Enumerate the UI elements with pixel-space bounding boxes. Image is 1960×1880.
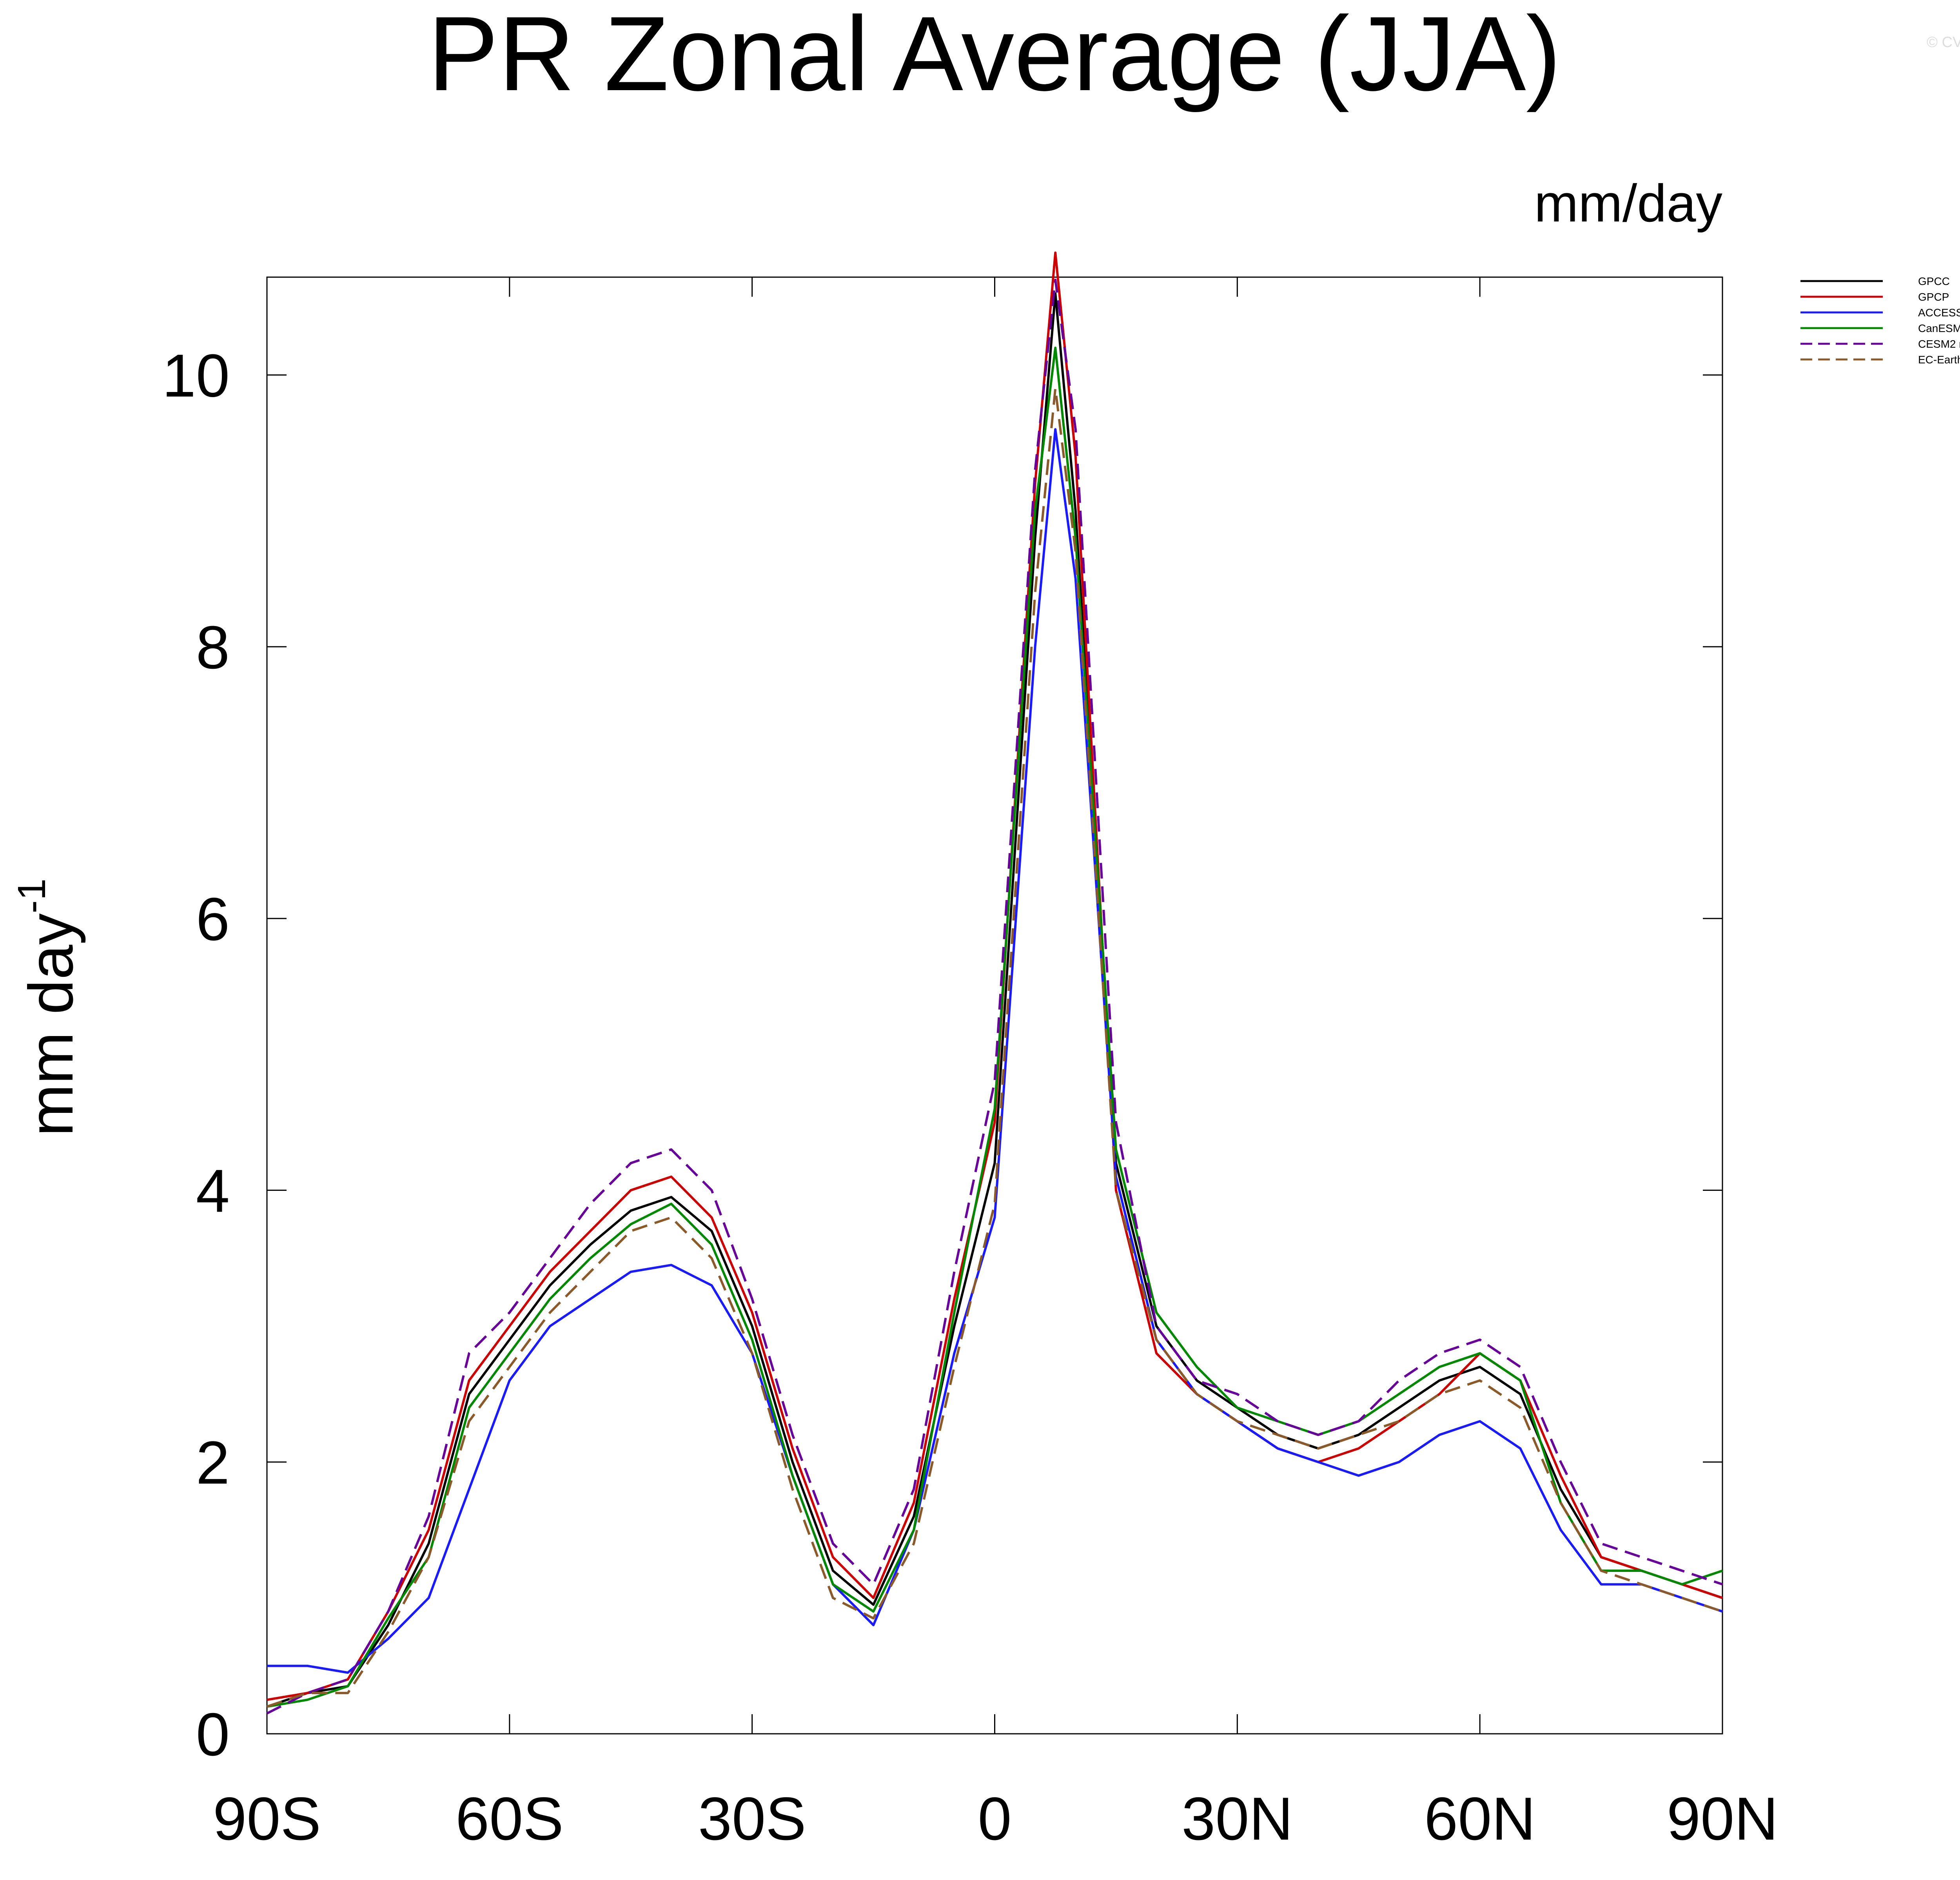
y-tick-label: 0 (196, 1700, 230, 1768)
legend-label: GPCC (1918, 275, 1950, 287)
x-tick-label: 90S (213, 1785, 321, 1853)
series-line (267, 292, 1723, 1708)
y-axis-title: mm day-1 (10, 878, 86, 1136)
series-line (267, 387, 1723, 1708)
units-label: mm/day (1534, 174, 1723, 233)
y-tick-label: 4 (196, 1157, 230, 1225)
x-tick-label: 30N (1181, 1785, 1293, 1853)
x-tick-label: 0 (978, 1785, 1011, 1853)
y-tick-label: 6 (196, 885, 230, 953)
y-tick-label: 2 (196, 1429, 230, 1497)
legend-label: ACCESS-CM2 r1i1p1f1 (1918, 307, 1960, 319)
series-line (266, 278, 1723, 1715)
legend-label: CanESM5 r1i1p1f1 (1918, 322, 1960, 334)
y-tick-label: 8 (196, 613, 230, 681)
x-tick-label: 30S (698, 1785, 806, 1853)
y-label-superscript: -1 (10, 878, 54, 913)
series-line (267, 428, 1723, 1674)
y-axis-label: mm day-1 (10, 878, 86, 1136)
legend-label: EC-Earth3 r1i1p1f1 (1918, 354, 1960, 366)
legend-label: CESM2 r1i1p1f1 (1918, 338, 1960, 350)
x-tick-label: 60S (456, 1785, 564, 1853)
watermark: © CVDP (1927, 34, 1960, 51)
y-label-text: mm day (16, 913, 86, 1136)
chart-title: PR Zonal Average (JJA) (428, 0, 1561, 113)
x-tick-label: 90N (1667, 1785, 1778, 1853)
series-line (267, 347, 1723, 1708)
y-tick-label: 10 (162, 342, 230, 410)
x-tick-label: 60N (1424, 1785, 1535, 1853)
legend-label: GPCP (1918, 291, 1949, 303)
